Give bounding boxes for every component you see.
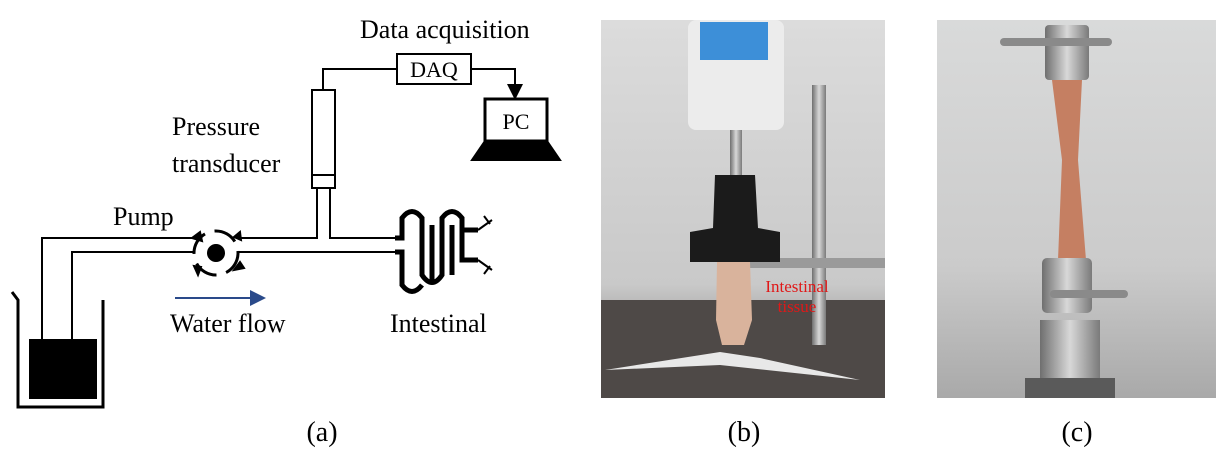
rod — [730, 130, 742, 175]
figure: Data acquisition DAQ PC Pressure transdu… — [0, 0, 1216, 453]
pressure-label: Pressure — [172, 112, 260, 141]
water — [30, 340, 96, 398]
transducer-label: transducer — [172, 149, 281, 178]
intestine-clamp — [478, 216, 492, 274]
caption-a: (a) — [306, 417, 337, 448]
caption-b: (b) — [728, 417, 761, 448]
panel-c: (c) — [937, 20, 1216, 448]
intestinal-label: Intestinal — [390, 309, 487, 338]
pump-rotor — [208, 245, 224, 261]
gauge-screen — [700, 22, 768, 60]
caption-c: (c) — [1061, 417, 1092, 448]
base-mount — [1040, 320, 1100, 380]
panel-b: Intestinal tissue (b) — [601, 20, 885, 448]
pc-label: PC — [503, 109, 530, 134]
pipe — [238, 188, 317, 238]
base-flange — [1025, 378, 1115, 398]
daq-label: DAQ — [410, 57, 458, 82]
pump-label: Pump — [113, 202, 174, 231]
pressure-transducer — [312, 90, 335, 188]
water-flow-label: Water flow — [170, 309, 286, 338]
grip-handle — [1050, 290, 1128, 298]
data-acquisition-label: Data acquisition — [360, 15, 530, 44]
grip-handle — [1000, 38, 1112, 46]
tissue-annotation: tissue — [778, 297, 817, 316]
panel-a: Data acquisition DAQ PC Pressure transdu… — [12, 15, 560, 448]
signal-arrow — [471, 69, 515, 96]
pc-base — [472, 141, 560, 160]
intestine — [395, 212, 478, 292]
tissue-annotation: Intestinal — [765, 277, 829, 296]
tissue — [716, 262, 752, 345]
pipe — [330, 188, 395, 238]
lower-grip — [1042, 258, 1092, 313]
signal-line — [323, 69, 397, 90]
upper-grip — [1045, 25, 1089, 80]
